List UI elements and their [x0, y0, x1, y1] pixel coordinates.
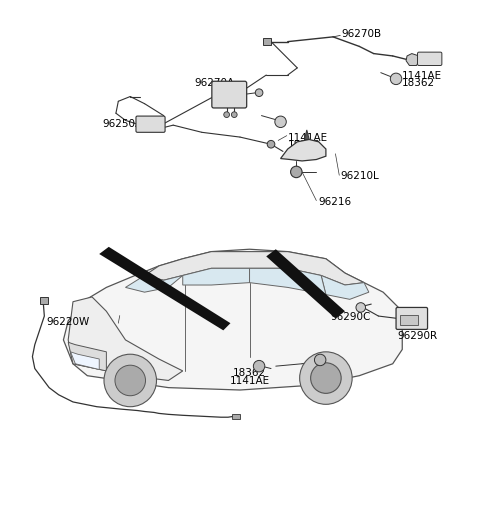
Polygon shape — [250, 269, 326, 295]
Polygon shape — [321, 276, 369, 300]
Polygon shape — [68, 297, 183, 381]
Polygon shape — [183, 269, 250, 286]
Text: 1141AE: 1141AE — [288, 133, 328, 143]
Text: 1141AE: 1141AE — [229, 375, 270, 385]
Polygon shape — [144, 252, 364, 286]
Text: 1141AE: 1141AE — [402, 71, 443, 81]
Circle shape — [115, 365, 145, 396]
Circle shape — [104, 355, 156, 407]
Text: 18362: 18362 — [233, 367, 266, 378]
Circle shape — [275, 117, 286, 128]
Polygon shape — [71, 352, 99, 370]
Circle shape — [267, 141, 275, 149]
Bar — [232, 414, 240, 419]
Text: 96290R: 96290R — [397, 330, 438, 341]
FancyBboxPatch shape — [418, 53, 442, 66]
Text: 96270B: 96270B — [341, 29, 381, 39]
Text: 96220W: 96220W — [47, 316, 90, 326]
Circle shape — [300, 352, 352, 405]
Circle shape — [356, 303, 365, 313]
Circle shape — [224, 112, 229, 118]
Polygon shape — [125, 276, 183, 293]
Circle shape — [253, 361, 265, 372]
Text: 18362: 18362 — [288, 140, 321, 150]
Bar — [400, 315, 418, 325]
Polygon shape — [266, 250, 345, 319]
Text: 96216: 96216 — [319, 196, 352, 206]
Polygon shape — [63, 250, 402, 390]
Polygon shape — [68, 343, 107, 371]
Polygon shape — [406, 54, 419, 66]
Text: 96290C: 96290C — [331, 312, 371, 321]
FancyBboxPatch shape — [136, 117, 165, 133]
Circle shape — [311, 363, 341, 393]
Text: 18362: 18362 — [402, 78, 435, 88]
Circle shape — [390, 74, 402, 86]
FancyBboxPatch shape — [396, 308, 428, 330]
FancyBboxPatch shape — [212, 82, 247, 109]
Polygon shape — [304, 131, 309, 140]
Bar — [39, 297, 48, 304]
Polygon shape — [99, 247, 230, 331]
Circle shape — [231, 112, 237, 118]
Circle shape — [255, 90, 263, 97]
Text: 96270A: 96270A — [195, 78, 235, 88]
Circle shape — [314, 355, 326, 366]
Circle shape — [290, 167, 302, 178]
Text: 96250A: 96250A — [102, 119, 142, 128]
Bar — [263, 39, 272, 46]
Text: 96210L: 96210L — [340, 171, 379, 181]
Polygon shape — [281, 140, 326, 162]
